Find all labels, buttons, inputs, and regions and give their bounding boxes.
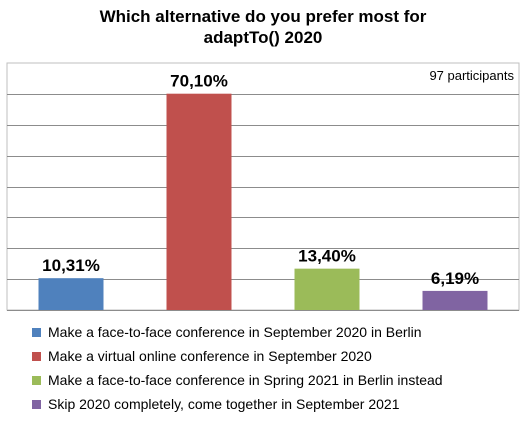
chart-legend: Make a face-to-face conference in Septem… bbox=[32, 320, 443, 416]
legend-label-4: Skip 2020 completely, come together in S… bbox=[48, 396, 400, 412]
legend-swatch-1 bbox=[32, 327, 41, 337]
bar-1 bbox=[38, 278, 104, 310]
legend-swatch-3 bbox=[32, 375, 41, 385]
legend-swatch-4 bbox=[32, 399, 41, 409]
chart-title: Which alternative do you prefer most for… bbox=[0, 6, 526, 48]
bar-2 bbox=[166, 93, 232, 310]
legend-label-1: Make a face-to-face conference in Septem… bbox=[48, 324, 422, 340]
participants-count: 97 participants bbox=[429, 68, 514, 83]
data-label-2: 70,10% bbox=[170, 72, 228, 91]
legend-label-3: Make a face-to-face conference in Spring… bbox=[48, 372, 443, 388]
bar-4 bbox=[422, 290, 488, 310]
data-label-3: 13,40% bbox=[298, 247, 356, 266]
chart-title-line-2: adaptTo() 2020 bbox=[203, 28, 323, 47]
data-label-1: 10,31% bbox=[42, 256, 100, 275]
bar-3 bbox=[294, 268, 360, 310]
chart-title-line-1: Which alternative do you prefer most for bbox=[99, 7, 427, 26]
legend-swatch-2 bbox=[32, 351, 41, 361]
legend-label-2: Make a virtual online conference in Sept… bbox=[48, 348, 372, 364]
legend-item-2: Make a virtual online conference in Sept… bbox=[32, 344, 443, 368]
legend-item-4: Skip 2020 completely, come together in S… bbox=[32, 392, 443, 416]
data-label-4: 6,19% bbox=[431, 269, 479, 288]
legend-item-3: Make a face-to-face conference in Spring… bbox=[32, 368, 443, 392]
legend-item-1: Make a face-to-face conference in Septem… bbox=[32, 320, 443, 344]
